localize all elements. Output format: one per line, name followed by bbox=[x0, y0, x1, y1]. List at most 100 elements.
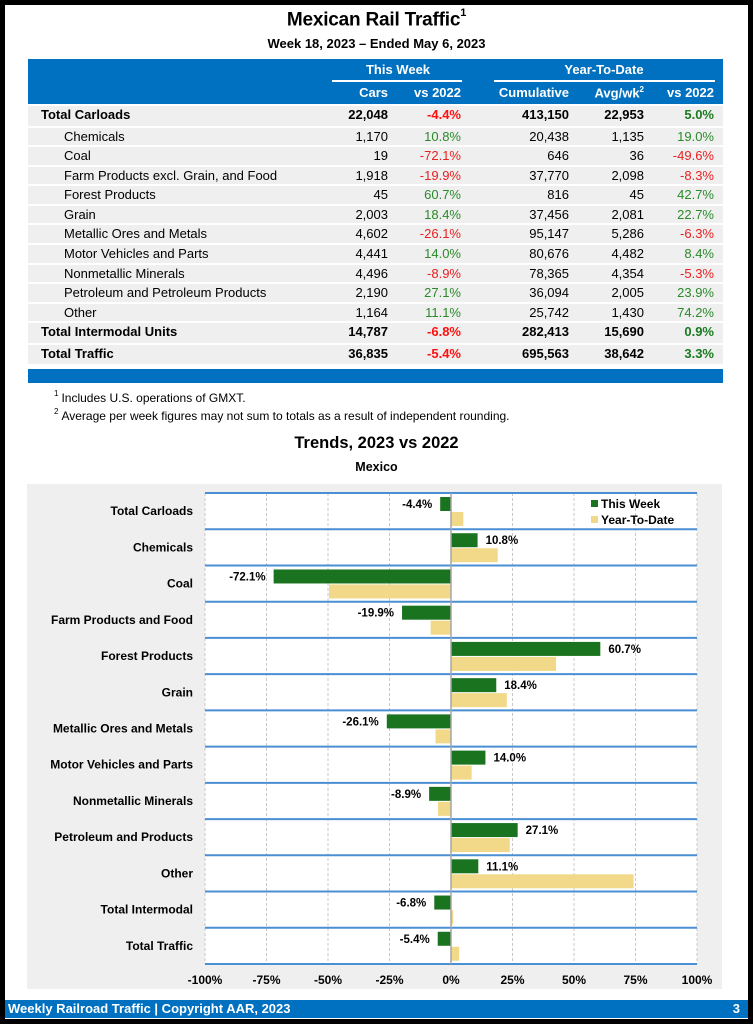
x-tick-label: -50% bbox=[314, 973, 342, 987]
row-label: Total Carloads bbox=[41, 107, 131, 122]
cell-cars: 1,164 bbox=[355, 304, 388, 320]
table-footer-bar bbox=[28, 369, 723, 383]
data-label: -72.1% bbox=[229, 571, 265, 583]
table-row: Petroleum and Petroleum Products 2,190 27.… bbox=[28, 284, 723, 304]
cell-tw-vs: -5.4% bbox=[427, 345, 461, 361]
row-label: Motor Vehicles and Parts bbox=[64, 246, 209, 262]
data-label: 18.4% bbox=[504, 680, 537, 692]
cell-tw-vs: -26.1% bbox=[419, 226, 461, 242]
cell-cum: 816 bbox=[547, 187, 569, 203]
cell-cars: 4,441 bbox=[355, 246, 388, 262]
footnote-1: 1 Includes U.S. operations of GMXT. bbox=[54, 389, 246, 405]
data-label: 10.8% bbox=[486, 535, 519, 547]
chart-subtitle: Mexico bbox=[355, 460, 398, 474]
cell-ytd-vs: 42.7% bbox=[677, 187, 714, 203]
bar-this-week bbox=[434, 895, 451, 910]
bar-this-week bbox=[451, 641, 601, 656]
chart-title: Trends, 2023 vs 2022 bbox=[294, 434, 459, 452]
table-body: Total Carloads 22,048 -4.4% 413,150 22,953 5.… bbox=[28, 106, 723, 367]
group-header-ytd: Year-To-Date bbox=[564, 62, 644, 77]
legend-swatch-this-week bbox=[591, 500, 598, 507]
data-label: 11.1% bbox=[486, 861, 518, 873]
cell-avg: 2,081 bbox=[611, 206, 644, 222]
x-tick-label: -75% bbox=[252, 973, 280, 987]
bar-ytd bbox=[451, 910, 454, 925]
bar-ytd bbox=[437, 801, 451, 816]
footnote-2: 2 Average per week figures may not sum to… bbox=[54, 407, 510, 423]
row-label: Forest Products bbox=[64, 187, 156, 203]
data-label: -19.9% bbox=[358, 608, 394, 620]
table-row: Metallic Ores and Metals 4,602 -26.1% 95,14… bbox=[28, 225, 723, 246]
category-label: Total Intermodal bbox=[101, 903, 193, 917]
category-label: Total Carloads bbox=[111, 504, 194, 518]
col-header-tw-vs: vs 2022 bbox=[414, 85, 461, 100]
cell-avg: 38,642 bbox=[604, 345, 644, 361]
cell-avg: 4,482 bbox=[611, 246, 644, 262]
row-label: Nonmetallic Minerals bbox=[64, 265, 185, 281]
category-label: Nonmetallic Minerals bbox=[73, 794, 193, 808]
page-footer: Weekly Railroad Traffic | Copyright AAR,… bbox=[5, 1000, 748, 1018]
table-row: Total Carloads 22,048 -4.4% 413,150 22,953 5.… bbox=[28, 106, 723, 128]
cell-tw-vs: 18.4% bbox=[424, 206, 461, 222]
data-label: -4.4% bbox=[402, 499, 432, 511]
bar-this-week bbox=[386, 714, 451, 729]
cell-tw-vs: -72.1% bbox=[419, 148, 461, 164]
x-tick-label: 75% bbox=[623, 973, 647, 987]
x-tick-label: 0% bbox=[442, 973, 460, 987]
cell-tw-vs: -6.8% bbox=[427, 324, 461, 340]
bar-ytd bbox=[451, 838, 510, 853]
cell-tw-vs: 60.7% bbox=[424, 187, 461, 203]
cell-cars: 1,170 bbox=[355, 128, 388, 144]
table-header: This Week Year-To-Date Cars vs 2022 Cumu… bbox=[28, 59, 723, 104]
x-tick-label: -25% bbox=[375, 973, 403, 987]
cell-ytd-vs: 74.2% bbox=[677, 304, 714, 320]
cell-cum: 36,094 bbox=[529, 285, 569, 301]
row-label: Total Traffic bbox=[41, 345, 114, 361]
bar-this-week bbox=[451, 750, 486, 765]
cell-cum: 695,563 bbox=[522, 345, 569, 361]
category-label: Other bbox=[161, 866, 193, 880]
data-label: -26.1% bbox=[342, 716, 378, 728]
cell-cars: 36,835 bbox=[348, 345, 388, 361]
table-row: Total Intermodal Units 14,787 -6.8% 282,413… bbox=[28, 323, 723, 345]
col-header-cumulative: Cumulative bbox=[498, 85, 569, 100]
row-label: Petroleum and Petroleum Products bbox=[64, 285, 267, 301]
row-label: Coal bbox=[64, 148, 91, 164]
bar-ytd bbox=[451, 765, 472, 780]
group-underline-this-week bbox=[332, 80, 462, 82]
cell-avg: 22,953 bbox=[604, 107, 644, 122]
cell-ytd-vs: -8.3% bbox=[680, 167, 714, 183]
title-footnote-mark: 1 bbox=[460, 7, 467, 19]
cell-tw-vs: -8.9% bbox=[427, 265, 461, 281]
cell-avg: 45 bbox=[629, 187, 644, 203]
cell-cars: 2,190 bbox=[355, 285, 388, 301]
table-row: Grain 2,003 18.4% 37,456 2,081 22.7% bbox=[28, 205, 723, 226]
bar-this-week bbox=[451, 678, 497, 693]
cell-avg: 2,005 bbox=[611, 285, 644, 301]
table-row: Other 1,164 11.1% 25,742 1,430 74.2% bbox=[28, 303, 723, 324]
table-row: Coal 19 -72.1% 646 36 -49.6% bbox=[28, 147, 723, 167]
cell-cars: 14,787 bbox=[348, 324, 388, 340]
bar-ytd bbox=[451, 656, 557, 671]
legend-label-this-week: This Week bbox=[601, 497, 660, 511]
bar-this-week bbox=[437, 931, 451, 946]
cell-ytd-vs: 23.9% bbox=[677, 285, 714, 301]
cell-cars: 4,496 bbox=[355, 265, 388, 281]
col-header-cars: Cars bbox=[359, 85, 388, 100]
page-number: 3 bbox=[732, 1001, 740, 1016]
cell-cars: 22,048 bbox=[348, 107, 388, 122]
bar-ytd bbox=[328, 584, 451, 599]
bar-ytd bbox=[430, 620, 451, 635]
cell-ytd-vs: 19.0% bbox=[677, 128, 714, 144]
cell-tw-vs: -19.9% bbox=[419, 167, 461, 183]
cell-cum: 646 bbox=[547, 148, 569, 164]
group-underline-ytd bbox=[494, 80, 715, 82]
bar-ytd bbox=[451, 874, 634, 889]
col-header-avg: Avg/wk2 bbox=[594, 85, 644, 101]
bar-this-week bbox=[402, 605, 451, 620]
category-label: Farm Products and Food bbox=[51, 613, 193, 627]
table-row: Chemicals 1,170 10.8% 20,438 1,135 19.0% bbox=[28, 127, 723, 148]
category-label: Forest Products bbox=[101, 649, 193, 663]
cell-cars: 19 bbox=[373, 148, 388, 164]
